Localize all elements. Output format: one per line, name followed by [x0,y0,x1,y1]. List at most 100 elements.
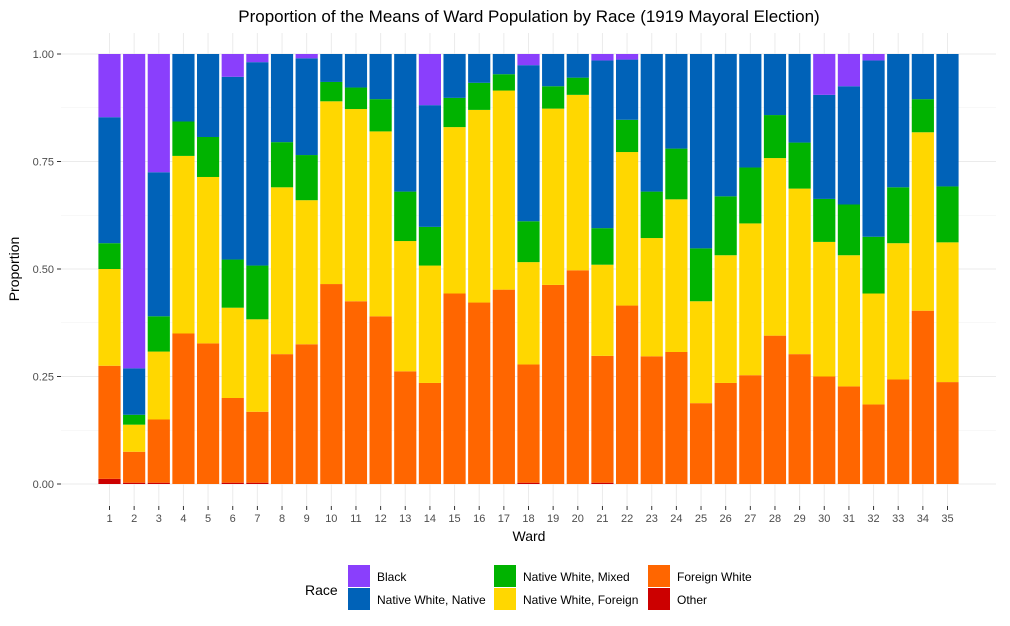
bar-segment-ward-4-foreign-white [172,333,195,484]
bar-segment-ward-28-foreign-white [763,335,787,484]
bar-segment-ward-20-native-white-native [566,54,589,78]
bar-segment-ward-15-native-white-mixed [443,97,466,128]
x-tick-label: 30 [818,513,830,525]
bar-segment-ward-2-native-white-foreign [123,424,146,452]
bar-segment-ward-10-native-white-foreign [320,101,343,285]
x-tick-label: 18 [522,513,534,525]
x-tick-label: 32 [867,513,879,525]
x-tick-label: 25 [695,513,707,525]
x-tick-label: 24 [670,513,682,525]
bar-segment-ward-34-foreign-white [911,310,934,484]
bar-segment-ward-18-native-white-foreign [517,262,540,365]
bar-segment-ward-17-native-white-native [492,54,515,75]
bar-segment-ward-34-native-white-mixed [911,99,934,133]
x-tick-label: 13 [399,513,411,525]
bar-segment-ward-21-native-white-native [591,60,614,229]
x-tick-label: 9 [304,513,310,525]
x-tick-label: 17 [498,513,510,525]
bar-segment-ward-1-other [98,478,121,484]
bar-segment-ward-13-native-white-native [394,54,417,192]
bar-segment-ward-3-native-white-native [147,172,170,317]
y-tick-label: 1.00 [33,49,54,61]
x-tick-label: 22 [621,513,633,525]
x-tick-label: 12 [374,513,386,525]
bar-segment-ward-15-native-white-native [443,54,466,98]
bar-segment-ward-1-native-white-mixed [98,243,121,269]
x-axis-title: Ward [513,528,546,544]
y-tick-label: 0.00 [33,479,54,491]
bar-segment-ward-31-native-white-foreign [837,255,861,387]
bar-segment-ward-19-native-white-foreign [542,108,565,285]
y-tick-label: 0.25 [33,372,54,384]
x-axis: 1 2 3 4 5 6 7 8 9 10 11 12 13 14 15 16 17 18 19 20 21 22 23 24 2… [106,506,954,525]
bar-segment-ward-22-native-white-foreign [615,152,639,306]
bar-segment-ward-25-native-white-mixed [689,248,713,302]
bar-segment-ward-4-native-white-native [172,54,195,122]
bar-segment-ward-35-native-white-foreign [936,242,959,383]
bar-segment-ward-21-native-white-foreign [591,264,614,356]
x-tick-label: 19 [547,513,559,525]
x-tick-label: 1 [106,513,112,525]
bar-segment-ward-13-native-white-mixed [394,191,417,242]
bar-segment-ward-31-black [837,54,861,87]
bar-segment-ward-5-native-white-mixed [196,136,220,177]
bar-segment-ward-6-native-white-native [221,76,244,260]
bar-segment-ward-21-native-white-mixed [591,228,614,265]
x-tick-label: 27 [744,513,756,525]
bar-segment-ward-29-native-white-mixed [788,142,811,189]
bar-segment-ward-16-foreign-white [468,302,491,484]
bar-segment-ward-35-native-white-native [936,54,959,187]
bar-segment-ward-1-native-white-native [98,117,121,244]
bar-segment-ward-9-native-white-foreign [295,200,318,345]
x-tick-label: 8 [279,513,285,525]
bar-segment-ward-30-native-white-foreign [813,241,836,377]
bar-segment-ward-29-foreign-white [788,354,811,484]
bar-segment-ward-7-foreign-white [246,411,269,483]
bar-segment-ward-23-native-white-mixed [640,191,663,239]
bar-segment-ward-30-black [813,54,836,95]
bar-segment-ward-3-native-white-foreign [147,351,170,420]
bar-segment-ward-26-native-white-mixed [714,196,737,256]
bar-segment-ward-33-native-white-mixed [887,187,910,244]
bar-segment-ward-23-foreign-white [640,356,663,484]
bar-segment-ward-2-native-white-native [123,368,146,415]
chart-title: Proportion of the Means of Ward Populati… [238,7,819,26]
bar-segment-ward-22-native-white-mixed [615,119,639,153]
bar-segment-ward-23-native-white-native [640,54,663,192]
bar-segment-ward-5-native-white-native [196,54,220,137]
bar-segment-ward-11-native-white-foreign [344,109,368,302]
bar-segment-ward-15-foreign-white [443,293,466,484]
bar-segment-ward-14-native-white-native [418,105,442,227]
bars-group [98,54,959,484]
bar-segment-ward-17-native-white-foreign [492,90,515,290]
legend-label: Native White, Foreign [523,593,638,607]
x-tick-label: 5 [205,513,211,525]
bar-segment-ward-27-native-white-native [739,54,762,168]
bar-segment-ward-14-native-white-mixed [418,226,442,266]
legend: Race Black Native White, Native Native Whi… [305,565,752,610]
x-tick-label: 26 [720,513,732,525]
bar-segment-ward-18-foreign-white [517,364,540,483]
x-tick-label: 23 [646,513,658,525]
bar-segment-ward-27-native-white-foreign [739,223,762,376]
bar-segment-ward-26-foreign-white [714,382,737,484]
bar-segment-ward-14-black [418,54,442,106]
bar-segment-ward-19-foreign-white [542,284,565,484]
x-tick-label: 7 [254,513,260,525]
x-tick-label: 31 [843,513,855,525]
x-tick-label: 35 [941,513,953,525]
x-tick-label: 28 [769,513,781,525]
bar-segment-ward-32-black [862,54,885,61]
bar-segment-ward-16-native-white-native [468,54,491,83]
bar-segment-ward-22-foreign-white [615,305,639,484]
bar-segment-ward-32-native-white-mixed [862,236,885,294]
bar-segment-ward-3-native-white-mixed [147,316,170,352]
bar-segment-ward-21-foreign-white [591,355,614,483]
bar-segment-ward-3-other [147,482,170,484]
bar-segment-ward-20-native-white-foreign [566,94,589,271]
bar-segment-ward-5-foreign-white [196,343,220,484]
x-tick-label: 14 [424,513,436,525]
bar-segment-ward-9-native-white-native [295,58,318,156]
bar-segment-ward-35-native-white-mixed [936,186,959,243]
bar-segment-ward-7-native-white-foreign [246,319,269,412]
